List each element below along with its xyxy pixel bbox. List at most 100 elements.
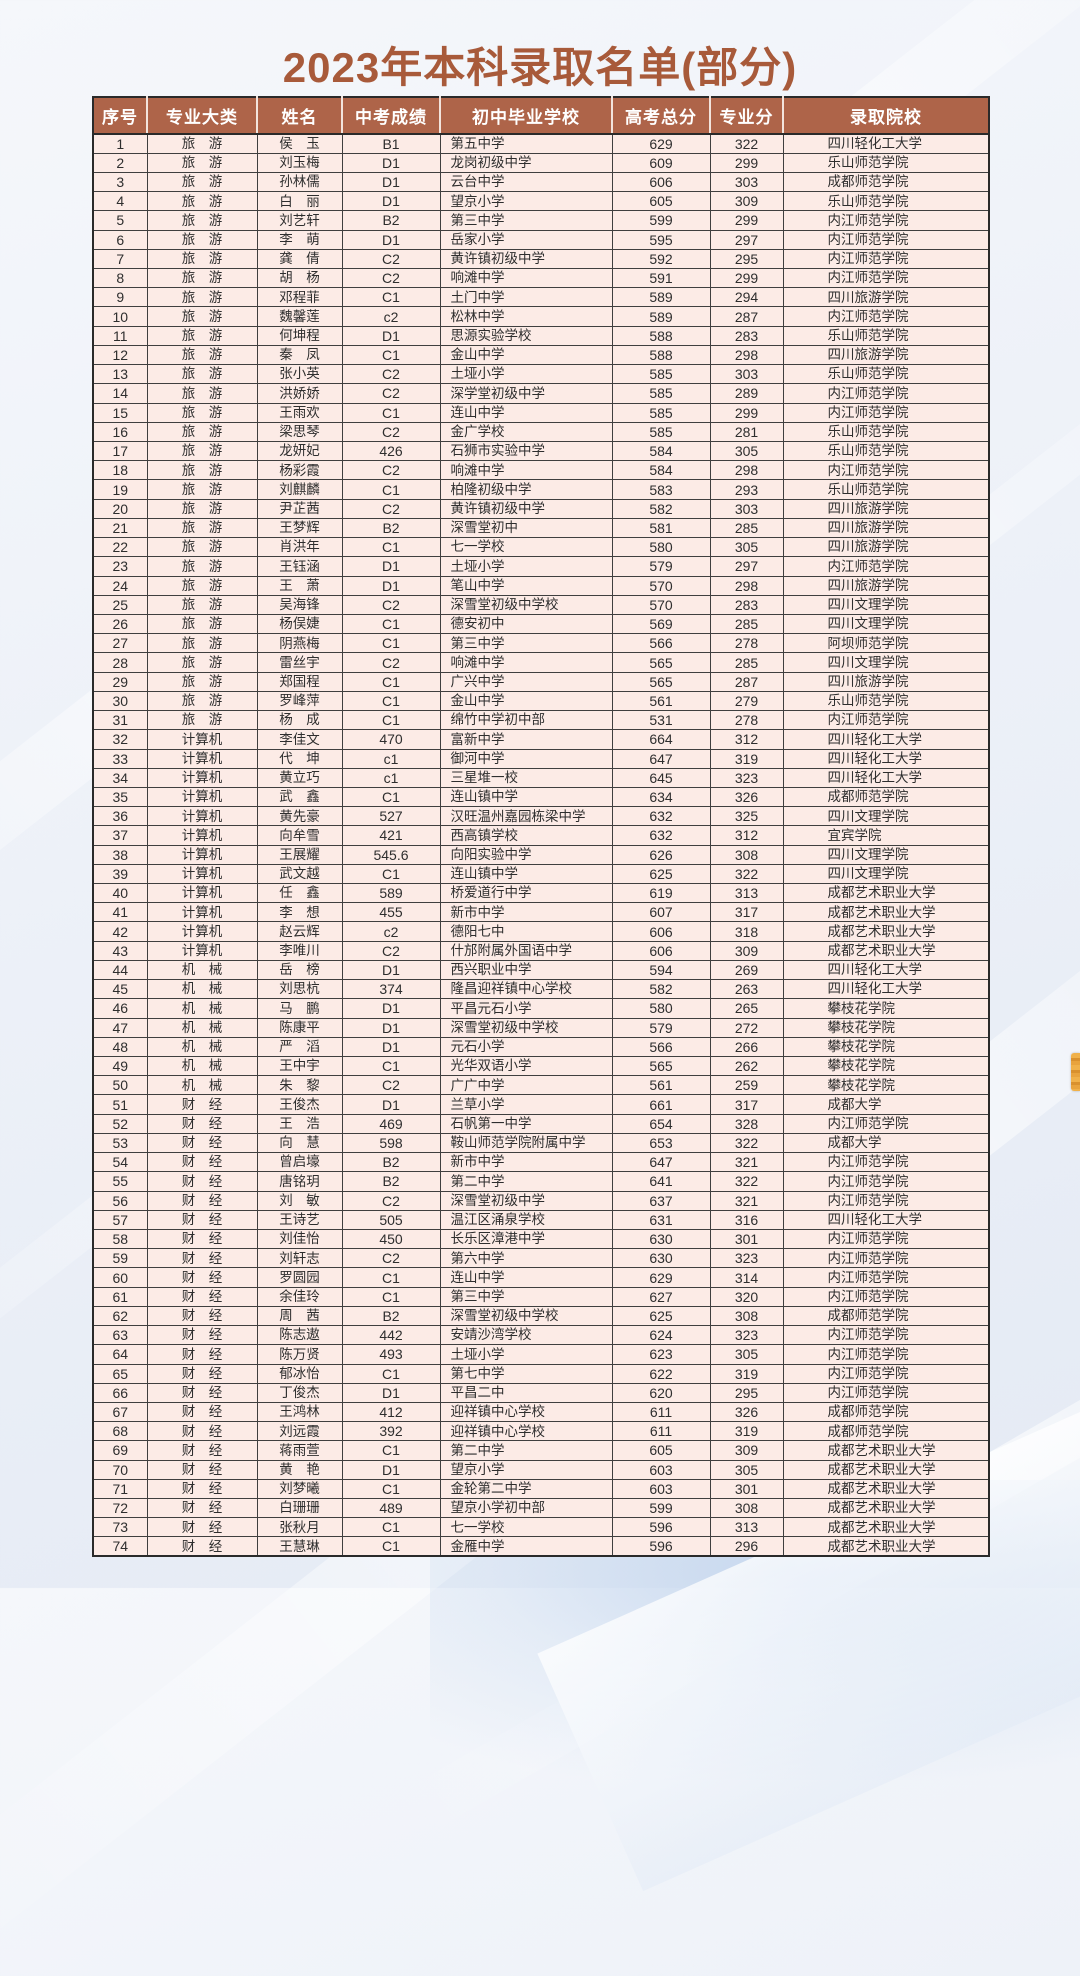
cell-gaokao: 630	[611, 1228, 711, 1250]
cell-no: 9	[92, 287, 148, 308]
cell-zhongkao: C1	[341, 1517, 441, 1538]
cell-no: 64	[92, 1344, 148, 1365]
cell-school: 连山镇中学	[439, 863, 613, 885]
table-row: 17 旅 游龙妍妃 426 石狮市实验中学 584 305 乐山师范学院	[92, 440, 990, 462]
cell-no: 15	[92, 402, 148, 423]
cell-zhongkao: D1	[341, 171, 441, 193]
cell-name: 向 慧	[256, 1132, 343, 1154]
table-row: 67 财 经王鸿林 412 迎祥镇中心学校 611 326 成都师范学院	[92, 1401, 990, 1423]
cell-zhongkao: C2	[341, 1075, 441, 1096]
cell-gaokao: 664	[611, 729, 711, 750]
cell-zhongkao: 374	[341, 979, 441, 1000]
cell-zhongkao: C2	[341, 383, 441, 404]
cell-college: 成都艺术职业大学	[782, 1478, 990, 1500]
cell-gaokao: 632	[611, 825, 711, 846]
cell-category: 财 经	[146, 1325, 258, 1346]
cell-school: 第六中学	[439, 1248, 613, 1269]
cell-zhongkao: C2	[341, 940, 441, 961]
cell-zhongkao: C1	[341, 613, 441, 635]
cell-college: 成都大学	[782, 1094, 990, 1115]
cell-gaokao: 641	[611, 1171, 711, 1192]
cell-zhongkao: 412	[341, 1401, 441, 1423]
cell-zhongkao: B2	[341, 517, 441, 539]
cell-college: 成都师范学院	[782, 1401, 990, 1423]
cell-school: 温江区涌泉学校	[439, 1209, 613, 1230]
table-row: 48 机 械严 滔 D1 元石小学 566 266 攀枝花学院	[92, 1036, 990, 1058]
cell-category: 旅 游	[146, 171, 258, 193]
cell-category: 旅 游	[146, 229, 258, 250]
cell-gaokao: 580	[611, 537, 711, 558]
cell-category: 机 械	[146, 1055, 258, 1077]
cell-zhongkao: D1	[341, 229, 441, 250]
cell-category: 机 械	[146, 1075, 258, 1096]
cell-no: 74	[92, 1536, 148, 1557]
table-row: 74 财 经王慧琳 C1 金雁中学 596 296 成都艺术职业大学	[92, 1536, 990, 1557]
table-row: 18 旅 游杨彩霞 C2 响滩中学 584 298 内江师范学院	[92, 460, 990, 481]
table-row: 13 旅 游张小英 C2 土垭小学 585 303 乐山师范学院	[92, 364, 990, 385]
cell-gaokao: 599	[611, 1498, 711, 1519]
cell-no: 16	[92, 421, 148, 443]
table-row: 55 财 经唐铭玥 B2 第二中学 641 322 内江师范学院	[92, 1171, 990, 1192]
cell-school: 金广学校	[439, 421, 613, 443]
cell-no: 36	[92, 806, 148, 827]
cell-category: 旅 游	[146, 460, 258, 481]
cell-college: 成都艺术职业大学	[782, 1440, 990, 1461]
cell-school: 连山中学	[439, 402, 613, 423]
cell-no: 73	[92, 1517, 148, 1538]
cell-category: 财 经	[146, 1113, 258, 1134]
cell-major: 319	[709, 1363, 784, 1384]
cell-gaokao: 565	[611, 671, 711, 692]
cell-name: 岳 榜	[256, 959, 343, 981]
cell-name: 王 萧	[256, 575, 343, 596]
cell-name: 侯 玉	[256, 133, 343, 154]
cell-major: 321	[709, 1190, 784, 1211]
cell-school: 第三中学	[439, 633, 613, 654]
cell-college: 四川旅游学院	[782, 344, 990, 366]
cell-category: 旅 游	[146, 556, 258, 577]
cell-major: 314	[709, 1267, 784, 1288]
cell-name: 罗圆园	[256, 1267, 343, 1288]
cell-no: 13	[92, 364, 148, 385]
cell-school: 金雁中学	[439, 1536, 613, 1557]
cell-no: 59	[92, 1248, 148, 1269]
cell-gaokao: 582	[611, 979, 711, 1000]
cell-name: 刘远霞	[256, 1421, 343, 1442]
cell-school: 汉旺温州嘉园栋梁中学	[439, 806, 613, 827]
cell-school: 深雪堂初级中学	[439, 1190, 613, 1211]
cell-zhongkao: D1	[341, 1382, 441, 1403]
table-row: 63 财 经陈志遨 442 安靖沙湾学校 624 323 内江师范学院	[92, 1325, 990, 1346]
cell-college: 攀枝花学院	[782, 998, 990, 1019]
cell-zhongkao: B2	[341, 1171, 441, 1192]
cell-college: 乐山师范学院	[782, 440, 990, 462]
table-row: 50 机 械朱 黎 C2 广广中学 561 259 攀枝花学院	[92, 1075, 990, 1096]
cell-no: 30	[92, 690, 148, 712]
cell-name: 武文越	[256, 863, 343, 885]
cell-category: 财 经	[146, 1401, 258, 1423]
cell-gaokao: 631	[611, 1209, 711, 1230]
cell-major: 312	[709, 729, 784, 750]
cell-college: 攀枝花学院	[782, 1055, 990, 1077]
cell-name: 李 想	[256, 902, 343, 923]
cell-zhongkao: C1	[341, 786, 441, 808]
cell-name: 严 滔	[256, 1036, 343, 1058]
cell-category: 财 经	[146, 1152, 258, 1173]
cell-college: 内江师范学院	[782, 1228, 990, 1250]
cell-school: 元石小学	[439, 1036, 613, 1058]
cell-category: 旅 游	[146, 613, 258, 635]
cell-category: 旅 游	[146, 364, 258, 385]
cell-gaokao: 569	[611, 613, 711, 635]
cell-no: 38	[92, 844, 148, 865]
cell-zhongkao: C1	[341, 537, 441, 558]
cell-school: 平昌元石小学	[439, 998, 613, 1019]
cell-no: 50	[92, 1075, 148, 1096]
cell-gaokao: 579	[611, 556, 711, 577]
cell-gaokao: 585	[611, 383, 711, 404]
cell-college: 内江师范学院	[782, 383, 990, 404]
cell-college: 四川轻化工大学	[782, 748, 990, 769]
cell-zhongkao: 598	[341, 1132, 441, 1154]
cell-category: 财 经	[146, 1286, 258, 1307]
cell-no: 26	[92, 613, 148, 635]
